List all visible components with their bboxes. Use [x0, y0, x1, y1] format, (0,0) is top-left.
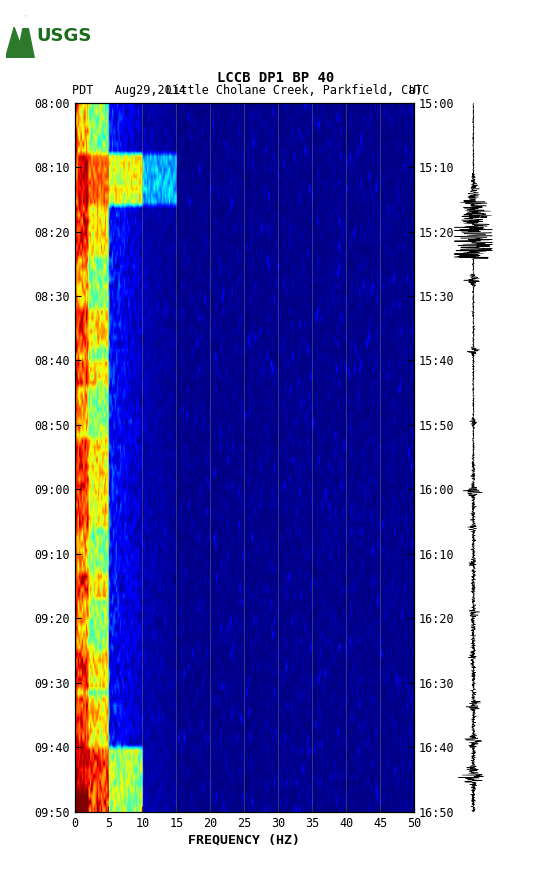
X-axis label: FREQUENCY (HZ): FREQUENCY (HZ): [188, 834, 300, 847]
Text: Little Cholane Creek, Parkfield, Ca): Little Cholane Creek, Parkfield, Ca): [166, 84, 422, 97]
Text: PDT   Aug29,2014: PDT Aug29,2014: [72, 84, 186, 97]
Text: UTC: UTC: [408, 84, 430, 97]
Text: USGS: USGS: [36, 27, 92, 45]
Text: LCCB DP1 BP 40: LCCB DP1 BP 40: [217, 70, 335, 85]
Polygon shape: [22, 15, 30, 28]
Polygon shape: [6, 15, 34, 58]
